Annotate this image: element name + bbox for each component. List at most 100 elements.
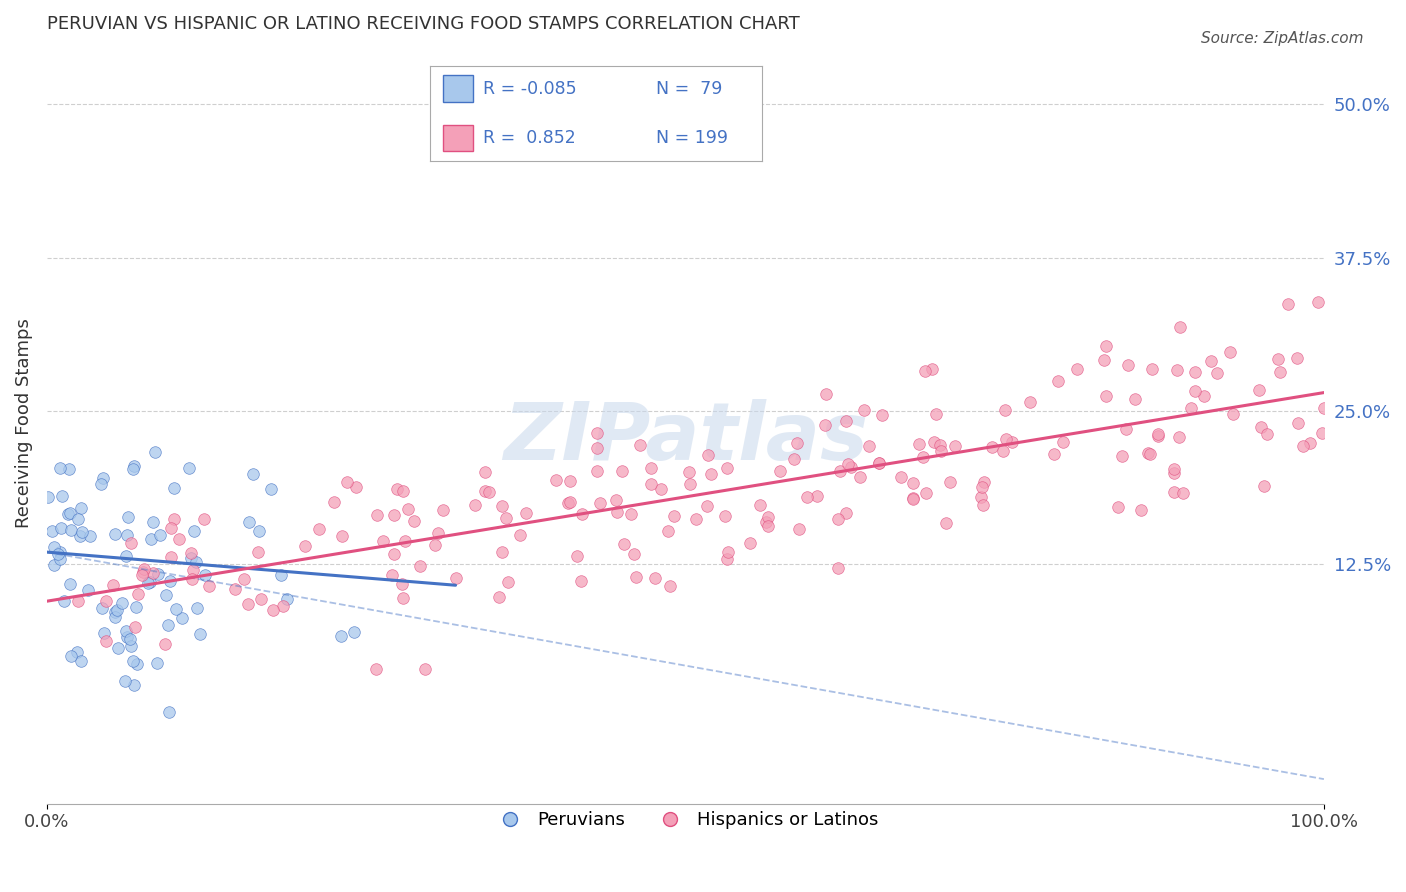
Point — [44, 540, 66, 554]
Point — [903, 491, 925, 506]
Point — [163, 481, 186, 495]
Point — [396, 502, 419, 516]
Point — [59, 577, 82, 591]
Point — [270, 568, 292, 582]
Text: ZIPatlas: ZIPatlas — [503, 400, 868, 477]
Point — [385, 482, 408, 496]
Point — [1256, 427, 1278, 442]
Point — [839, 460, 862, 475]
Point — [901, 476, 924, 491]
Point — [1222, 407, 1244, 421]
Point — [1253, 478, 1275, 492]
Point — [49, 521, 72, 535]
Point — [1286, 351, 1309, 366]
Point — [814, 387, 837, 401]
Point — [973, 475, 995, 489]
Point — [716, 552, 738, 566]
Point — [121, 654, 143, 668]
Point — [124, 678, 146, 692]
Point — [1047, 374, 1070, 388]
Point — [755, 516, 778, 530]
Point — [915, 485, 938, 500]
Point — [1184, 365, 1206, 379]
Point — [700, 467, 723, 482]
Point — [194, 567, 217, 582]
Point — [69, 500, 91, 515]
Point — [165, 602, 187, 616]
Point — [155, 588, 177, 602]
Point — [59, 648, 82, 663]
Point — [79, 529, 101, 543]
Point — [131, 568, 153, 582]
Point — [124, 620, 146, 634]
Point — [143, 445, 166, 459]
Point — [1268, 365, 1291, 379]
Point — [122, 459, 145, 474]
Point — [657, 524, 679, 539]
Point — [69, 528, 91, 542]
Point — [626, 570, 648, 584]
Point — [980, 440, 1002, 454]
Point — [586, 441, 609, 455]
Point — [242, 467, 264, 481]
Point — [1095, 389, 1118, 403]
Point — [569, 574, 592, 588]
Point — [70, 524, 93, 539]
Point — [409, 558, 432, 573]
Y-axis label: Receiving Food Stamps: Receiving Food Stamps — [15, 318, 32, 528]
Point — [426, 526, 449, 541]
Point — [159, 705, 181, 719]
Point — [224, 582, 246, 596]
Point — [1147, 427, 1170, 442]
Point — [48, 544, 70, 558]
Point — [1184, 384, 1206, 399]
Point — [58, 462, 80, 476]
Point — [901, 491, 924, 505]
Point — [91, 471, 114, 485]
Point — [382, 547, 405, 561]
Point — [922, 434, 945, 449]
Point — [391, 577, 413, 591]
Point — [738, 536, 761, 550]
Point — [125, 657, 148, 671]
Point — [870, 409, 893, 423]
Point — [1139, 447, 1161, 461]
Point — [232, 572, 254, 586]
Point — [183, 524, 205, 538]
Point — [188, 627, 211, 641]
Point — [1308, 295, 1330, 310]
Point — [605, 493, 627, 508]
Point — [120, 535, 142, 549]
Point — [1018, 395, 1040, 409]
Point — [567, 549, 589, 563]
Point — [66, 593, 89, 607]
Point — [344, 480, 367, 494]
Point — [924, 407, 946, 421]
Point — [560, 474, 582, 488]
Point — [371, 533, 394, 548]
Point — [769, 465, 792, 479]
Point — [37, 490, 59, 504]
Point — [1194, 389, 1216, 403]
Point — [659, 578, 682, 592]
Legend: Peruvians, Hispanics or Latinos: Peruvians, Hispanics or Latinos — [485, 804, 886, 837]
Point — [685, 512, 707, 526]
Point — [423, 538, 446, 552]
Point — [394, 533, 416, 548]
Point — [1292, 439, 1315, 453]
Point — [1147, 429, 1170, 443]
Point — [758, 510, 780, 524]
Point — [122, 461, 145, 475]
Point — [1092, 353, 1115, 368]
Point — [1129, 502, 1152, 516]
Point — [432, 503, 454, 517]
Point — [1107, 500, 1129, 515]
Point — [70, 654, 93, 668]
Point — [105, 603, 128, 617]
Point — [491, 545, 513, 559]
Point — [806, 489, 828, 503]
Point — [163, 512, 186, 526]
Point — [184, 555, 207, 569]
Point — [560, 495, 582, 509]
Point — [404, 514, 426, 528]
